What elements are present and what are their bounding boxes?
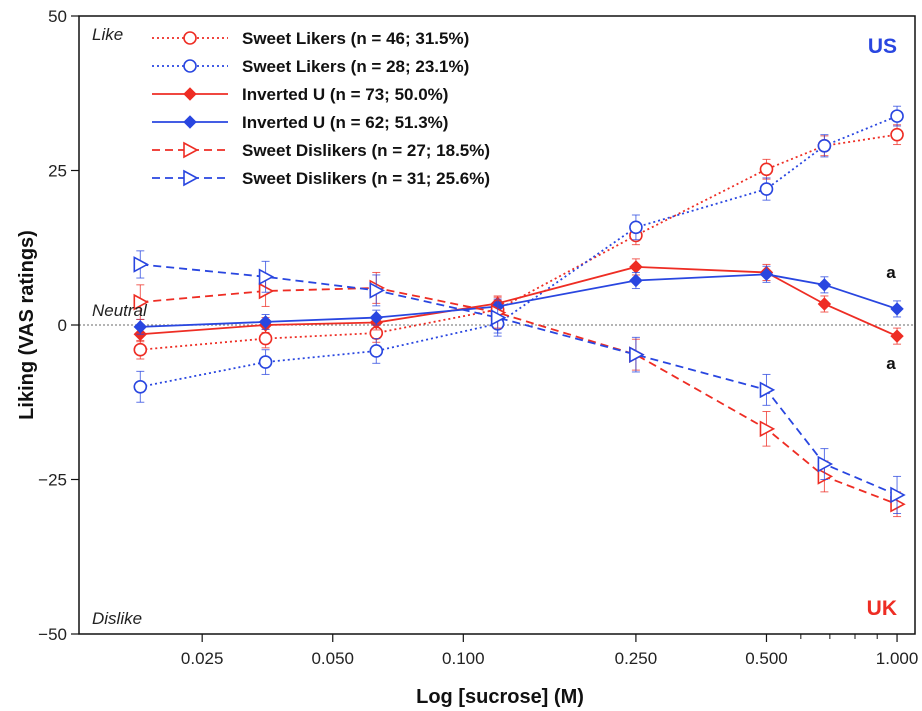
x-tick-label: 1.000 [876, 649, 919, 668]
data-point [629, 260, 643, 274]
legend-label: Inverted U (n = 73; 50.0%) [242, 85, 448, 104]
data-point [759, 381, 776, 399]
data-point [759, 267, 774, 282]
y-tick-label: −50 [38, 625, 67, 644]
data-point [759, 182, 774, 196]
legend-marker [183, 59, 197, 73]
legend-label: Sweet Dislikers (n = 27; 18.5%) [242, 141, 490, 160]
legend-label: Sweet Dislikers (n = 31; 25.6%) [242, 169, 490, 188]
legend: Sweet Likers (n = 46; 31.5%) Sweet Likers… [152, 29, 490, 188]
legend-marker [183, 115, 197, 129]
x-tick-label: 0.100 [442, 649, 485, 668]
data-point [759, 162, 774, 177]
legend-item: Sweet Dislikers (n = 27; 18.5%) [152, 141, 490, 160]
data-point [258, 331, 273, 346]
x-tick-label: 0.050 [311, 649, 354, 668]
data-point [890, 329, 904, 343]
data-point [133, 293, 149, 311]
us-label: US [868, 35, 897, 58]
data-point [817, 455, 834, 473]
legend-marker [183, 87, 197, 101]
y-tick-label: 0 [58, 316, 67, 335]
x-tick-label: 0.500 [745, 649, 788, 668]
axis-layer: 0.025 0.050 0.100 0.250 0.500 1.000 50 25 0 −25 −5… [38, 7, 918, 668]
legend-item: Inverted U (n = 62; 51.3%) [152, 113, 448, 132]
series-5 [133, 250, 906, 514]
series-line [140, 266, 898, 337]
data-point [133, 256, 149, 273]
data-point [133, 379, 148, 394]
legend-item: Sweet Likers (n = 28; 23.1%) [152, 57, 469, 76]
series-4 [133, 271, 906, 518]
x-tick-label: 0.025 [181, 649, 224, 668]
data-point [369, 344, 384, 358]
legend-label: Sweet Likers (n = 28; 23.1%) [242, 57, 469, 76]
uk-label: UK [867, 597, 897, 620]
data-point [890, 302, 904, 316]
legend-label: Inverted U (n = 62; 51.3%) [242, 113, 448, 132]
data-point [817, 138, 832, 153]
series-line [140, 115, 898, 388]
dislike-label: Dislike [92, 609, 142, 628]
data-point [490, 309, 507, 326]
significance-label-bottom: a [886, 354, 896, 373]
data-point [258, 355, 273, 369]
legend-marker [183, 169, 199, 187]
y-axis-title: Liking (VAS ratings) [16, 230, 38, 420]
data-point [629, 220, 643, 235]
neutral-label: Neutral [92, 301, 148, 320]
y-tick-label: 50 [48, 7, 67, 26]
series-1 [133, 105, 904, 403]
data-point [258, 315, 273, 329]
series-line [140, 263, 898, 496]
significance-label-top: a [886, 263, 896, 282]
data-point [629, 273, 643, 288]
data-point [133, 320, 148, 334]
data-point [258, 268, 275, 286]
data-point [369, 310, 383, 325]
series-layer [133, 105, 906, 518]
data-point [629, 346, 645, 364]
legend-item: Inverted U (n = 73; 50.0%) [152, 85, 448, 104]
legend-marker [183, 141, 199, 159]
like-label: Like [92, 25, 123, 44]
series-line [140, 287, 898, 506]
legend-item: Sweet Likers (n = 46; 31.5%) [152, 29, 469, 48]
x-axis-title: Log [sucrose] (M) [416, 686, 584, 708]
data-point [890, 486, 906, 504]
data-point [369, 282, 385, 299]
x-tick-label: 0.250 [615, 649, 658, 668]
legend-marker [183, 31, 197, 45]
legend-label: Sweet Likers (n = 46; 31.5%) [242, 29, 469, 48]
data-point [759, 420, 776, 438]
data-point [817, 297, 832, 311]
data-point [890, 127, 904, 142]
y-tick-label: −25 [38, 471, 67, 490]
data-point [817, 278, 832, 292]
series-2 [133, 258, 904, 345]
series-line [140, 273, 898, 328]
data-point [133, 342, 148, 357]
y-tick-label: 25 [48, 162, 67, 181]
legend-item: Sweet Dislikers (n = 31; 25.6%) [152, 169, 490, 188]
data-point [890, 109, 904, 123]
series-line [140, 133, 898, 351]
